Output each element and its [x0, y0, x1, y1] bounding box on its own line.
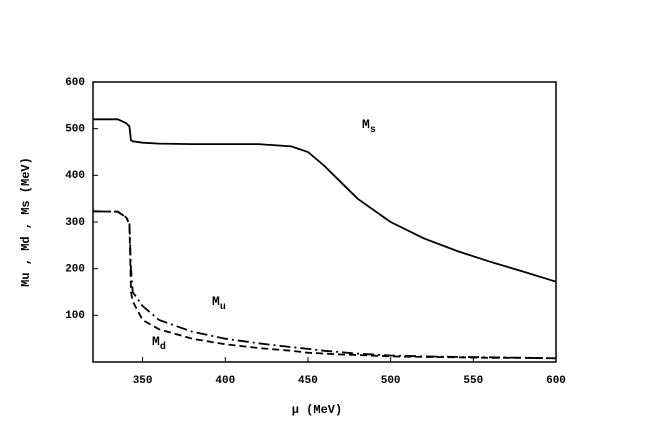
series-line	[92, 210, 557, 360]
x-axis-label: μ (MeV)	[292, 403, 342, 417]
series-label-main: M	[362, 117, 370, 132]
y-tick-label: 200	[65, 264, 85, 276]
x-tick-label: 550	[463, 375, 483, 387]
series-label-main: M	[212, 294, 220, 309]
y-axis-label: Mu , Md , Ms (MeV)	[19, 157, 33, 287]
x-tick-label: 350	[133, 375, 153, 387]
series-label: Mu	[212, 294, 226, 312]
y-tick-label: 400	[65, 170, 85, 182]
series-label-sub: d	[160, 341, 166, 353]
series-label-main: M	[152, 334, 160, 349]
series-label: Ms	[362, 117, 376, 135]
plot-frame	[92, 81, 557, 363]
series-line	[92, 210, 557, 360]
y-tick-label: 300	[65, 217, 85, 229]
x-tick-label: 400	[215, 375, 235, 387]
y-tick-label: 100	[65, 310, 85, 322]
series-label-sub: s	[370, 125, 376, 136]
x-tick-label: 600	[546, 375, 566, 387]
series-line	[93, 118, 557, 283]
series-label-sub: u	[220, 302, 226, 313]
series-label: Md	[152, 334, 166, 352]
x-tick-label: 500	[381, 375, 401, 387]
x-tick-label: 450	[298, 375, 318, 387]
y-tick-label: 500	[65, 124, 85, 136]
y-tick-label: 600	[65, 77, 85, 89]
